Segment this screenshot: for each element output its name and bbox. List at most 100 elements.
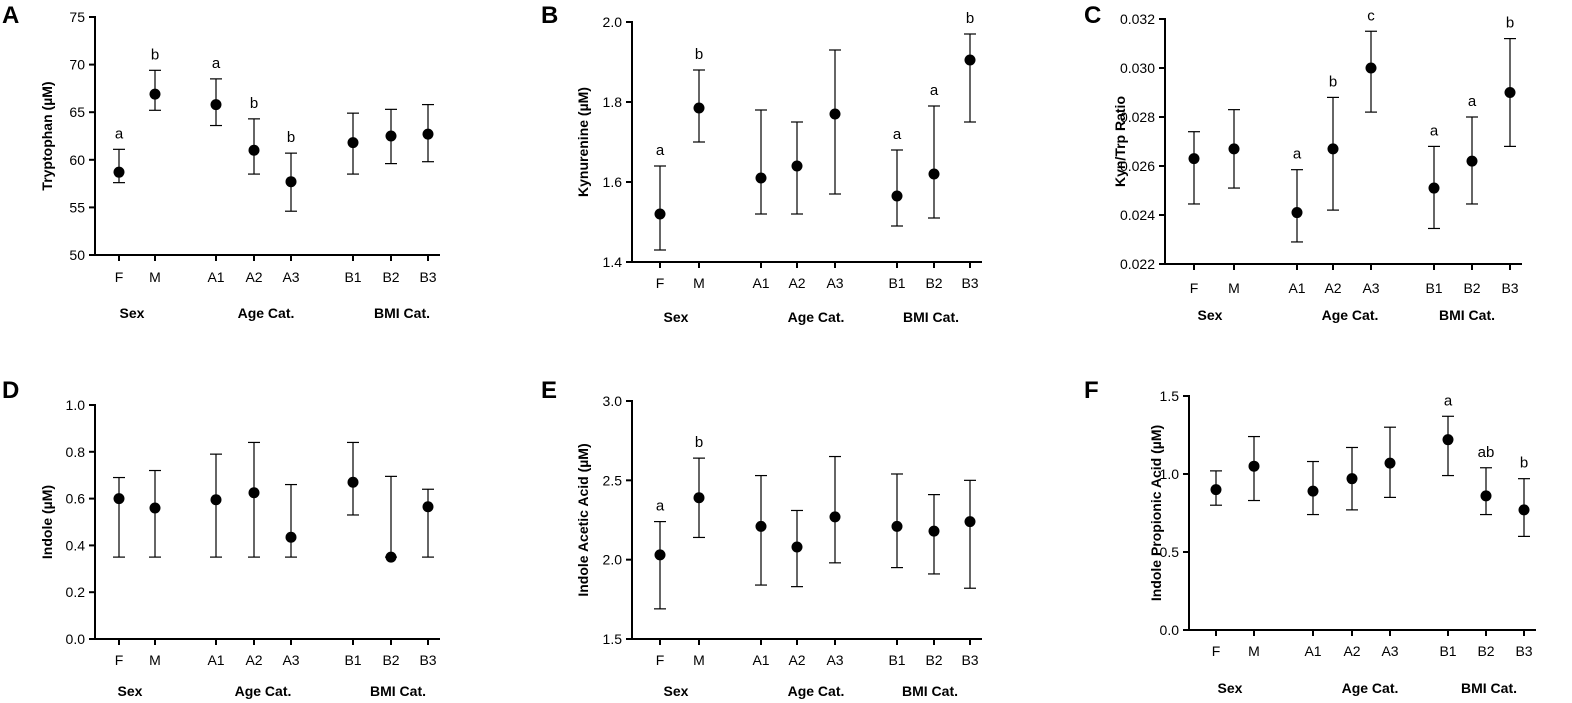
x-tick-label: B1 [1439,643,1456,659]
data-point [113,493,125,505]
x-tick-label: A2 [788,652,805,668]
y-tick-label: 1.5 [603,631,623,647]
y-tick-label: 2.0 [603,14,623,30]
y-tick-label: 50 [69,247,85,263]
y-tick-label: 0.028 [1120,109,1155,125]
x-tick-label: A1 [752,652,769,668]
y-tick-label: 2.5 [603,472,623,488]
panel-letter: D [2,377,19,404]
significance-label: b [1520,455,1528,472]
data-point [1307,485,1319,497]
data-point [1428,182,1440,194]
x-tick-label: B2 [925,652,942,668]
y-tick-label: 75 [69,9,85,25]
x-tick-label: A2 [245,269,262,285]
y-tick-label: 0.2 [66,584,86,600]
panel-c: C 0.022 0.024 0.026 0.028 0.030 0.032 Kyn/Trp R… [1084,2,1522,323]
data-point [1504,87,1516,98]
x-tick-label: B2 [1477,643,1494,659]
x-tick-label: M [693,652,705,668]
data-point [755,520,767,532]
data-point [248,487,260,499]
significance-label: b [695,46,703,63]
significance-label: b [695,434,703,451]
x-tick-label: F [656,652,665,668]
x-tick-label: A3 [282,652,299,668]
x-tick-label: B3 [419,652,436,668]
y-tick-label: 0.8 [66,444,86,460]
significance-label: ab [1478,444,1495,461]
group-label: Age Cat. [1322,307,1379,323]
group-label: BMI Cat. [1461,680,1517,696]
data-point [1365,62,1377,74]
data-point [210,494,222,506]
group-label: BMI Cat. [374,305,430,321]
data-point [891,190,903,202]
group-label: BMI Cat. [1439,307,1495,323]
panel-f: F 0.0 0.5 1.0 1.5 Indole Propionic Acid (µM) F… [1084,377,1536,696]
data-point [1228,143,1240,155]
data-point [964,54,976,66]
y-tick-label: 1.4 [603,254,623,270]
panel-d: D 0.0 0.2 0.4 0.6 0.8 1.0 Indole (µM) F M A1 A2 A3 B1… [2,377,440,699]
x-tick-label: A2 [1324,280,1341,296]
group-label: Age Cat. [788,309,845,325]
data-point [248,144,260,156]
y-axis-title: Tryptophan (µM) [39,81,55,190]
significance-label: b [1506,15,1514,32]
significance-label: c [1367,7,1375,24]
group-label: Age Cat. [1342,680,1399,696]
data-point [1248,460,1260,472]
y-tick-label: 0.022 [1120,256,1155,272]
x-tick-label: M [693,275,705,291]
x-tick-label: A2 [788,275,805,291]
significance-label: a [1430,122,1439,139]
data-point [347,137,359,149]
significance-label: a [212,55,221,72]
panel-letter: B [541,2,558,29]
x-tick-label: B2 [925,275,942,291]
y-tick-label: 55 [69,199,85,215]
x-tick-label: A2 [245,652,262,668]
y-tick-label: 0.0 [66,631,86,647]
x-tick-label: F [656,275,665,291]
panel-letter: F [1084,377,1099,404]
data-point [693,492,705,504]
significance-label: a [115,125,124,142]
x-tick-label: B1 [888,652,905,668]
y-tick-label: 0.0 [1160,622,1180,638]
x-tick-label: B3 [1501,280,1518,296]
group-label: Sex [664,683,689,699]
y-tick-label: 1.8 [603,94,623,110]
x-tick-label: F [1190,280,1199,296]
x-tick-label: B1 [1425,280,1442,296]
significance-label: a [656,498,665,515]
data-point [791,160,803,172]
data-point [755,172,767,184]
group-label: Sex [118,683,143,699]
data-point [791,541,803,553]
x-tick-label: A3 [1362,280,1379,296]
group-label: Sex [1198,307,1223,323]
data-point [149,88,161,100]
group-label: Age Cat. [238,305,295,321]
data-point [928,168,940,180]
y-tick-label: 0.5 [1160,544,1180,560]
x-tick-label: M [149,269,161,285]
x-tick-label: A1 [752,275,769,291]
data-point [654,208,666,220]
x-tick-label: B3 [419,269,436,285]
panel-letter: A [2,2,19,29]
x-tick-label: A1 [207,652,224,668]
y-tick-label: 65 [69,104,85,120]
data-point [1480,490,1492,502]
group-label: Sex [664,309,689,325]
significance-label: b [287,129,295,146]
data-point [829,511,841,523]
x-tick-label: A3 [1381,643,1398,659]
significance-label: b [1329,73,1337,90]
data-point [422,501,434,513]
significance-label: b [250,95,258,112]
y-tick-label: 1.5 [1160,388,1180,404]
